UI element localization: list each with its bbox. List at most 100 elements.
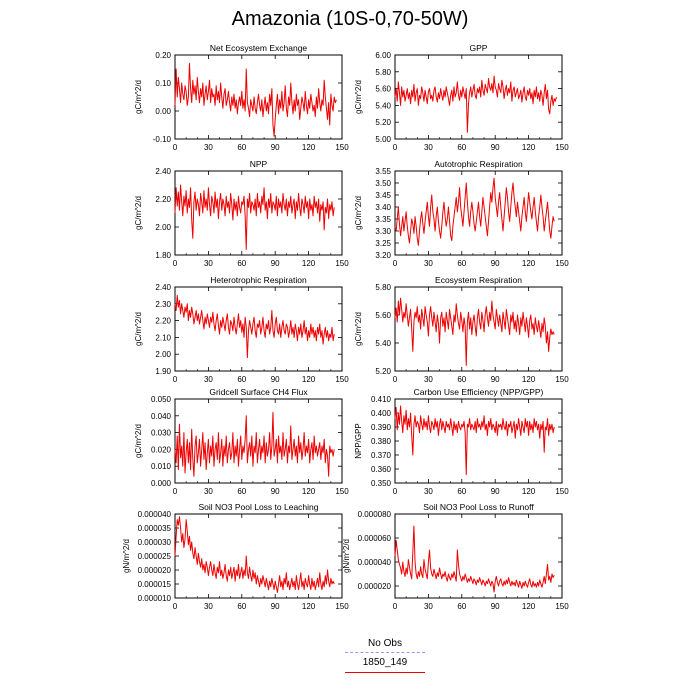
panel-4-ytick-label: 3.55 [375,167,391,176]
panel-6-ytick-label: 5.20 [375,367,391,376]
panel-5-ytick-label: 2.30 [155,300,171,309]
panel-4-ytick-label: 3.35 [375,215,391,224]
panel-7-ytick-label: 0.020 [151,445,172,454]
panel-1-series-line-1 [174,62,337,137]
panel-9-frame [174,513,343,599]
panel-1-xtick-label: 0 [173,143,178,152]
panel-3-xtick-label: 150 [335,259,349,268]
panel-6-series-line-1 [394,297,555,366]
panel-6-ylabel: gC/m^2/d [354,312,363,346]
panel-8-ylabel: NPP/GPP [354,423,363,459]
legend-label-obs: No Obs [368,638,402,649]
panel-2-xtick-label: 90 [491,143,500,152]
panel-1-ytick-label: 0.00 [155,107,171,116]
panel-2-xtick-label: 0 [393,143,398,152]
panel-6-xtick-label: 30 [424,375,433,384]
panel-1-title: Net Ecosystem Exchange [210,43,308,53]
panel-6-xtick-label: 120 [522,375,536,384]
panel-8-xtick-label: 120 [522,487,536,496]
panel-10-xtick-label: 90 [491,602,500,611]
panel-5-ytick-label: 2.10 [155,333,171,342]
panel-9-ytick-label: 0.000020 [138,566,172,575]
panel-9-ytick-label: 0.000015 [138,580,172,589]
panel-4-ytick-label: 3.50 [375,179,391,188]
panel-4-xtick-label: 120 [522,259,536,268]
panel-4-ytick-label: 3.45 [375,191,391,200]
panel-9-ytick-label: 0.000040 [138,510,172,519]
panel-8-xtick-label: 150 [555,487,569,496]
panel-8-frame [394,398,563,484]
panel-10-ytick-label: 0.000080 [358,510,392,519]
panel-8-ytick-label: 0.350 [371,479,392,488]
panel-3-title: NPP [250,159,268,169]
panel-2-xtick-label: 150 [555,143,569,152]
panel-5-ylabel: gC/m^2/d [134,312,143,346]
panel-7-xtick-label: 150 [335,487,349,496]
panel-9-xtick-label: 0 [173,602,178,611]
legend-line-obs [345,652,425,653]
panel-5-xtick-label: 60 [237,375,246,384]
panel-4-series-line-1 [394,177,555,246]
panel-3-xtick-label: 120 [302,259,316,268]
panel-7-ylabel: gC/m^2/d [134,424,143,458]
panel-5-title: Heterotrophic Respiration [210,275,307,285]
panel-10-ytick-label: 0.000060 [358,534,392,543]
panel-5-xtick-label: 120 [302,375,316,384]
panel-4-ylabel: gC/m^2/d [354,196,363,230]
panel-5-ytick-label: 1.90 [155,367,171,376]
panel-7-xtick-label: 90 [271,487,280,496]
panel-7-ytick-label: 0.010 [151,462,172,471]
legend-line-model [345,672,425,673]
panel-9-xtick-label: 60 [237,602,246,611]
panel-3-ytick-label: 1.80 [155,251,171,260]
panel-4-ytick-label: 3.40 [375,203,391,212]
panel-3-ytick-label: 2.00 [155,223,171,232]
panel-9-ylabel: gN/m^2/d [122,539,131,573]
panel-1-xtick-label: 60 [237,143,246,152]
panel-8-xtick-label: 30 [424,487,433,496]
panel-9-title: Soil NO3 Pool Loss to Leaching [198,502,318,512]
legend-label-model: 1850_149 [362,657,408,668]
panel-9-xtick-label: 120 [302,602,316,611]
panel-6-xtick-label: 90 [491,375,500,384]
panel-2-xtick-label: 120 [522,143,536,152]
panel-5-xtick-label: 150 [335,375,349,384]
panel-1-ylabel: gC/m^2/d [134,80,143,114]
panel-1-xtick-label: 30 [204,143,213,152]
panel-7-series-line-1 [174,411,335,477]
panel-5-series-line-1 [174,294,335,359]
panel-5-ytick-label: 2.00 [155,350,171,359]
panel-6-ytick-label: 5.40 [375,339,391,348]
panel-2-ylabel: gC/m^2/d [354,80,363,114]
panel-5-xtick-label: 0 [173,375,178,384]
panel-2-ytick-label: 6.00 [375,51,391,60]
panel-6-xtick-label: 60 [457,375,466,384]
panel-10-xtick-label: 30 [424,602,433,611]
panel-7-title: Gridcell Surface CH4 Flux [209,387,308,397]
panel-6-ytick-label: 5.60 [375,311,391,320]
panel-8-ytick-label: 0.370 [371,451,392,460]
panel-6-frame [394,286,563,372]
panel-6-xtick-label: 0 [393,375,398,384]
panel-7-ytick-label: 0.030 [151,429,172,438]
panel-6-xtick-label: 150 [555,375,569,384]
panel-5-ytick-label: 2.20 [155,317,171,326]
panel-10-series-line-1 [394,525,555,593]
panel-8-ytick-label: 0.390 [371,423,392,432]
panel-1-xtick-label: 120 [302,143,316,152]
panel-5-xtick-label: 30 [204,375,213,384]
panel-3-ytick-label: 2.20 [155,195,171,204]
panel-8-ytick-label: 0.380 [371,437,392,446]
panel-4-frame [394,170,563,256]
panel-9-ytick-label: 0.000010 [138,594,172,603]
panel-1-ytick-label: 0.20 [155,51,171,60]
panel-5-xtick-label: 90 [271,375,280,384]
panel-9-xtick-label: 90 [271,602,280,611]
panel-10-xtick-label: 60 [457,602,466,611]
panel-8-series-line-1 [394,405,555,476]
panel-4-xtick-label: 30 [424,259,433,268]
panel-2-xtick-label: 60 [457,143,466,152]
panel-1-xtick-label: 150 [335,143,349,152]
panel-4-xtick-label: 60 [457,259,466,268]
panel-10-ytick-label: 0.000040 [358,558,392,567]
